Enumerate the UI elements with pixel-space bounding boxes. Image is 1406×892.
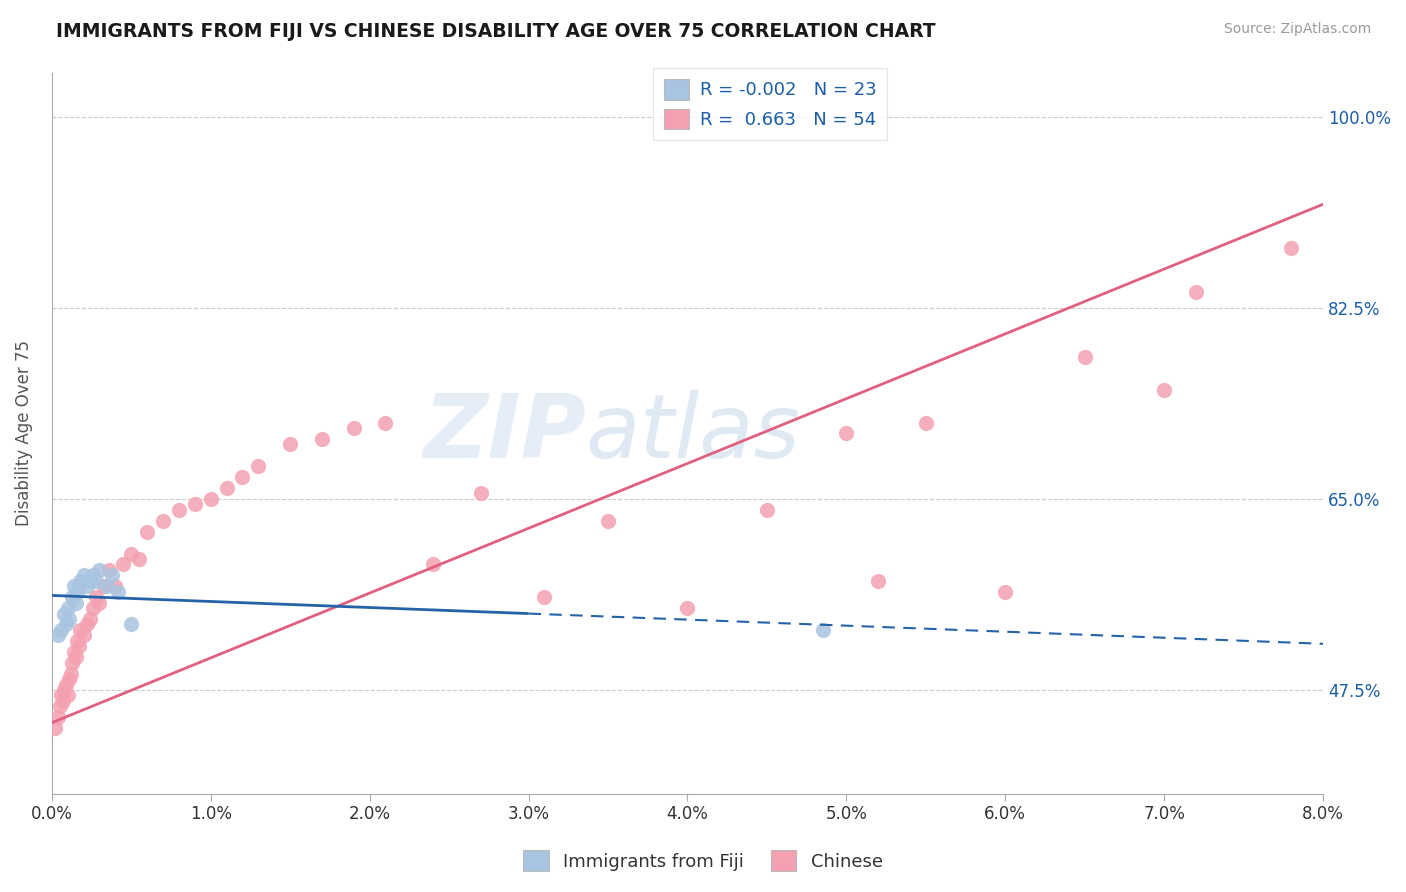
Point: [66, 584, 89, 599]
Point: [374, 416, 396, 430]
Point: [69, 623, 91, 637]
Point: [120, 617, 142, 632]
Point: [55, 617, 77, 632]
Point: [53, 683, 76, 698]
Point: [152, 514, 174, 528]
Point: [76, 579, 98, 593]
Point: [128, 552, 150, 566]
Point: [66, 633, 89, 648]
Y-axis label: Disability Age Over 75: Disability Age Over 75: [15, 341, 32, 526]
Point: [55, 677, 77, 691]
Point: [79, 612, 101, 626]
Point: [835, 426, 858, 441]
Point: [247, 459, 270, 474]
Point: [101, 568, 124, 582]
Point: [231, 470, 253, 484]
Point: [67, 640, 90, 654]
Point: [51, 623, 73, 637]
Point: [84, 590, 107, 604]
Point: [755, 503, 778, 517]
Point: [200, 491, 222, 506]
Point: [72, 628, 94, 642]
Point: [62, 590, 84, 604]
Point: [104, 579, 127, 593]
Point: [65, 596, 87, 610]
Point: [811, 623, 834, 637]
Point: [53, 607, 76, 621]
Point: [44, 721, 66, 735]
Point: [48, 699, 70, 714]
Point: [79, 574, 101, 588]
Point: [1074, 350, 1097, 364]
Point: [343, 421, 366, 435]
Point: [67, 579, 90, 593]
Point: [65, 650, 87, 665]
Legend: Immigrants from Fiji, Chinese: Immigrants from Fiji, Chinese: [516, 843, 890, 879]
Point: [59, 666, 82, 681]
Text: Source: ZipAtlas.com: Source: ZipAtlas.com: [1223, 22, 1371, 37]
Point: [1279, 241, 1302, 255]
Legend: R = -0.002   N = 23, R =  0.663   N = 54: R = -0.002 N = 23, R = 0.663 N = 54: [652, 68, 887, 140]
Point: [184, 497, 207, 511]
Point: [58, 612, 80, 626]
Point: [63, 645, 86, 659]
Point: [89, 596, 111, 610]
Point: [82, 601, 104, 615]
Point: [120, 547, 142, 561]
Point: [311, 432, 333, 446]
Point: [914, 416, 936, 430]
Point: [89, 563, 111, 577]
Point: [69, 574, 91, 588]
Point: [868, 574, 890, 588]
Point: [62, 656, 84, 670]
Point: [63, 579, 86, 593]
Point: [278, 437, 301, 451]
Point: [93, 579, 115, 593]
Point: [1185, 285, 1208, 299]
Point: [97, 563, 120, 577]
Point: [46, 628, 69, 642]
Text: ZIP: ZIP: [423, 390, 586, 477]
Point: [994, 584, 1017, 599]
Point: [596, 514, 619, 528]
Point: [82, 568, 104, 582]
Point: [51, 689, 73, 703]
Point: [1153, 383, 1175, 397]
Point: [533, 590, 555, 604]
Point: [56, 601, 79, 615]
Point: [215, 481, 238, 495]
Point: [676, 601, 699, 615]
Point: [470, 486, 492, 500]
Text: atlas: atlas: [586, 391, 800, 476]
Point: [72, 568, 94, 582]
Point: [58, 672, 80, 686]
Point: [52, 694, 75, 708]
Point: [84, 574, 107, 588]
Point: [112, 558, 135, 572]
Point: [56, 689, 79, 703]
Point: [167, 503, 190, 517]
Point: [76, 617, 98, 632]
Text: IMMIGRANTS FROM FIJI VS CHINESE DISABILITY AGE OVER 75 CORRELATION CHART: IMMIGRANTS FROM FIJI VS CHINESE DISABILI…: [56, 22, 936, 41]
Point: [422, 558, 444, 572]
Point: [96, 579, 118, 593]
Point: [107, 584, 129, 599]
Point: [136, 524, 159, 539]
Point: [46, 710, 69, 724]
